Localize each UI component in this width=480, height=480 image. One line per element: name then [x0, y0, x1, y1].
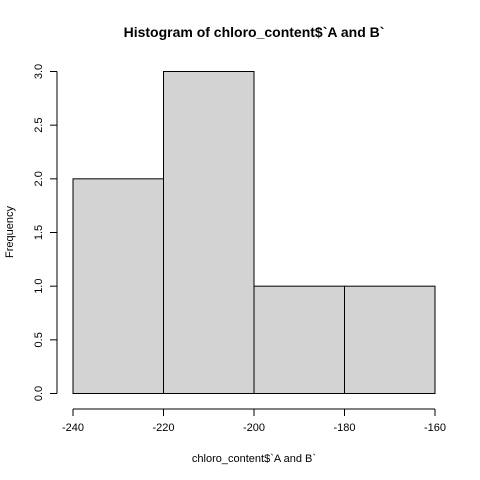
histogram-bar-1: [72, 178, 164, 394]
y-tick-label: 3.0: [33, 64, 45, 79]
histogram-bar-3: [253, 285, 345, 394]
y-tick-label: 1.5: [33, 225, 45, 240]
chart-title: Histogram of chloro_content$`A and B`: [124, 24, 385, 40]
y-tick-label: 0.0: [33, 386, 45, 401]
x-axis: -240 -220 -200 -180 -160: [62, 408, 446, 434]
y-axis: 0.0 0.5 1.0 1.5 2.0 2.5 3.0: [33, 64, 58, 401]
histogram-bar-4: [344, 285, 436, 394]
histogram-bar-2: [163, 71, 255, 394]
x-tick-label: -240: [62, 422, 84, 434]
x-tick-label: -180: [333, 422, 355, 434]
y-tick-label: 0.5: [33, 332, 45, 347]
y-tick-label: 1.0: [33, 279, 45, 294]
x-tick-label: -160: [424, 422, 446, 434]
y-axis-label: Frequency: [4, 206, 16, 258]
y-tick-label: 2.0: [33, 171, 45, 186]
bars-group: [72, 71, 436, 394]
x-tick-label: -200: [243, 422, 265, 434]
y-tick-label: 2.5: [33, 118, 45, 133]
x-axis-label: chloro_content$`A and B`: [192, 453, 316, 465]
x-tick-label: -220: [152, 422, 174, 434]
